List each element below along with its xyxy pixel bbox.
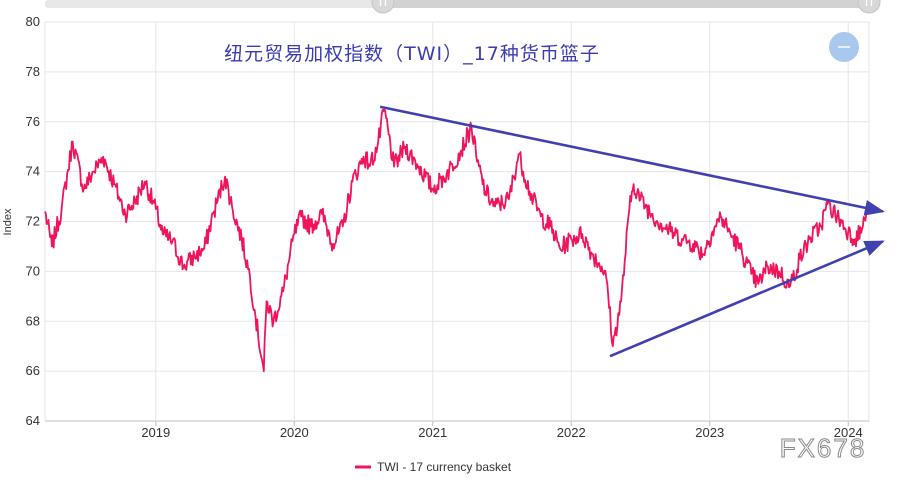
x-tick-label: 2024 — [834, 425, 863, 440]
y-tick-label: 80 — [26, 14, 40, 29]
zoom-reset-button[interactable] — [829, 32, 859, 62]
legend-label[interactable]: TWI - 17 currency basket — [377, 460, 512, 474]
x-tick-label: 2019 — [141, 425, 170, 440]
y-tick-label: 74 — [26, 164, 40, 179]
annotations-layer — [379, 105, 885, 358]
x-tick-label: 2023 — [695, 425, 724, 440]
series-line — [44, 108, 868, 372]
y-tick-label: 66 — [26, 363, 40, 378]
series-layer — [44, 108, 868, 372]
watermark-text: FX678 — [780, 433, 867, 463]
x-tick-label: 2020 — [280, 425, 309, 440]
y-tick-label: 72 — [26, 214, 40, 229]
y-axis-label: Index — [2, 208, 14, 235]
scrollbar-thumb[interactable] — [383, 0, 869, 8]
grid — [44, 21, 870, 426]
handle-left-icon[interactable] — [371, 0, 395, 14]
y-axis: 64 66 68 70 72 74 76 78 80 — [26, 14, 40, 428]
y-tick-label: 68 — [26, 313, 40, 328]
y-tick-label: 76 — [26, 114, 40, 129]
range-scrollbar[interactable] — [45, 0, 881, 14]
y-tick-label: 70 — [26, 263, 40, 278]
trend-arrow — [379, 105, 885, 216]
x-tick-label: 2022 — [557, 425, 586, 440]
trend-arrow — [609, 240, 885, 358]
legend[interactable]: TWI - 17 currency basket — [355, 460, 512, 474]
chart-title: 纽元贸易加权指数（TWI）_17种货币篮子 — [224, 43, 600, 65]
y-tick-label: 64 — [26, 413, 40, 428]
x-axis: 2019 2020 2021 2022 2023 2024 — [141, 425, 862, 440]
x-tick-label: 2021 — [418, 425, 447, 440]
y-tick-label: 78 — [26, 64, 40, 79]
handle-right-icon[interactable] — [857, 0, 881, 14]
